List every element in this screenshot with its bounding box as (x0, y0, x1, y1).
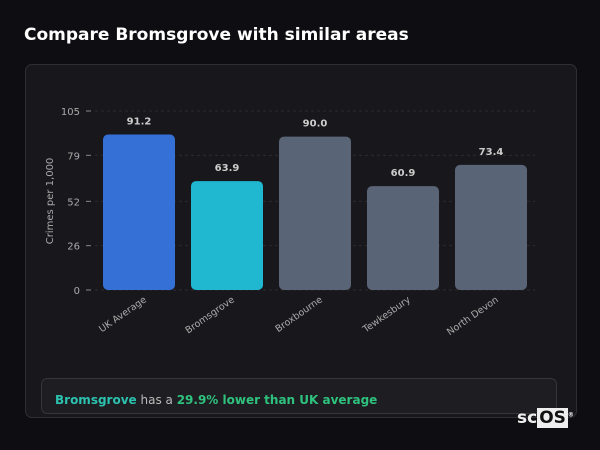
y-axis-label: Crimes per 1,000 (45, 158, 56, 245)
y-tick-label: 79 (67, 151, 80, 162)
bar-value-label: 90.0 (303, 119, 328, 130)
x-tick-label: Broxbourne (273, 294, 324, 335)
x-tick-label: North Devon (445, 294, 501, 338)
summary-area: Bromsgrove (55, 393, 137, 407)
x-tick-label: UK Average (97, 294, 149, 335)
bar-value-label: 63.9 (215, 163, 240, 174)
bar[interactable] (103, 134, 175, 290)
y-tick-label: 0 (74, 286, 80, 297)
bar-value-label: 73.4 (479, 147, 504, 158)
scos-logo: sc OS ® (517, 408, 574, 428)
summary-comparison: 29.9% lower than UK average (176, 393, 378, 407)
x-tick-label: Bromsgrove (184, 294, 237, 336)
x-tick-label: Tewkesbury (360, 294, 413, 336)
y-tick-label: 52 (67, 197, 80, 208)
bar[interactable] (367, 186, 439, 290)
bar[interactable] (279, 136, 351, 290)
y-tick-label: 105 (61, 107, 80, 118)
bar-value-label: 60.9 (391, 168, 416, 179)
bar-value-label: 91.2 (127, 117, 152, 128)
summary-box: Bromsgrove has a 29.9% lower than UK ave… (41, 378, 557, 414)
page-title: Compare Bromsgrove with similar areas (24, 25, 409, 45)
bar[interactable] (191, 181, 263, 290)
summary-middle: has a (136, 393, 177, 407)
y-tick-label: 26 (67, 242, 80, 253)
bar[interactable] (455, 164, 527, 290)
